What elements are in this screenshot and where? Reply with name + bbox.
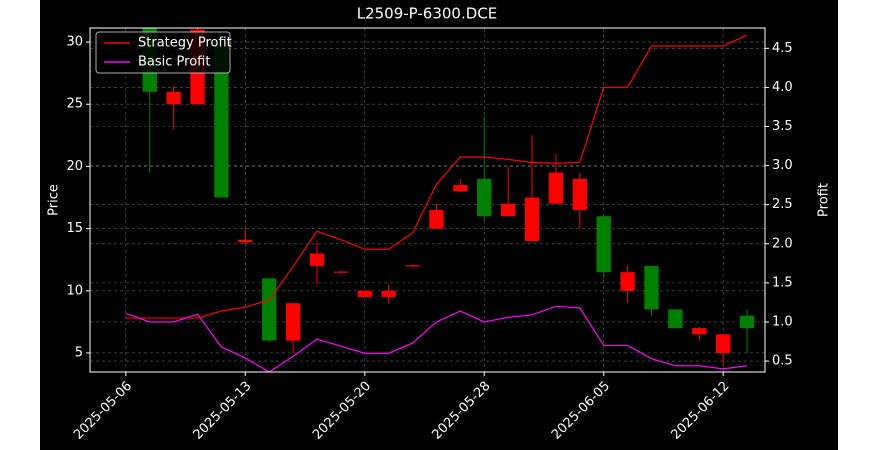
legend-label: Strategy Profit: [138, 36, 232, 51]
candle-body: [524, 197, 540, 242]
y2-tick-label: 3.0: [772, 158, 793, 173]
y-tick-label: 30: [66, 35, 83, 50]
chart-title: L2509-P-6300.DCE: [357, 5, 498, 23]
candle-body: [262, 278, 277, 341]
candle-body: [405, 265, 420, 267]
candle-body: [381, 290, 396, 298]
candle-body: [285, 303, 301, 341]
candle-body: [429, 209, 444, 229]
candle-body: [644, 265, 659, 310]
candle-body: [548, 172, 564, 204]
candle-body: [333, 271, 349, 273]
y2-tick-label: 2.0: [772, 236, 793, 251]
y-tick-label: 5: [75, 345, 83, 360]
y2-tick-label: 0.5: [772, 354, 793, 369]
candle-body: [692, 328, 707, 335]
candle-body: [668, 309, 683, 329]
candle-body: [477, 178, 492, 217]
line-series: [125, 305, 748, 372]
candle-body: [238, 239, 253, 243]
candle-body: [214, 42, 229, 198]
candle-body: [620, 272, 635, 291]
plot-frame: [89, 27, 766, 373]
y2-tick-label: 1.5: [772, 275, 793, 290]
candle-body: [309, 253, 325, 266]
legend-label: Basic Profit: [138, 55, 210, 70]
line-series: [125, 34, 748, 319]
y2-tick-label: 3.5: [772, 119, 793, 134]
y2-axis-label: Profit: [817, 183, 832, 217]
candle-body: [453, 185, 468, 192]
y-tick-label: 25: [66, 97, 83, 112]
candle-body: [166, 91, 181, 105]
candle-body: [357, 290, 372, 298]
y-tick-label: 15: [66, 221, 83, 236]
y-axis-label: Price: [47, 184, 62, 216]
y-tick-label: 20: [66, 159, 83, 174]
candle-body: [596, 216, 611, 273]
y2-tick-label: 2.5: [772, 197, 793, 212]
candle-body: [739, 315, 755, 329]
candle-body: [572, 178, 587, 210]
candle-body: [500, 203, 516, 217]
y2-tick-label: 4.5: [772, 41, 793, 56]
candle-body: [716, 334, 731, 353]
y-tick-label: 10: [66, 283, 83, 298]
y2-tick-label: 4.0: [772, 80, 793, 95]
y2-tick-label: 1.0: [772, 314, 793, 329]
